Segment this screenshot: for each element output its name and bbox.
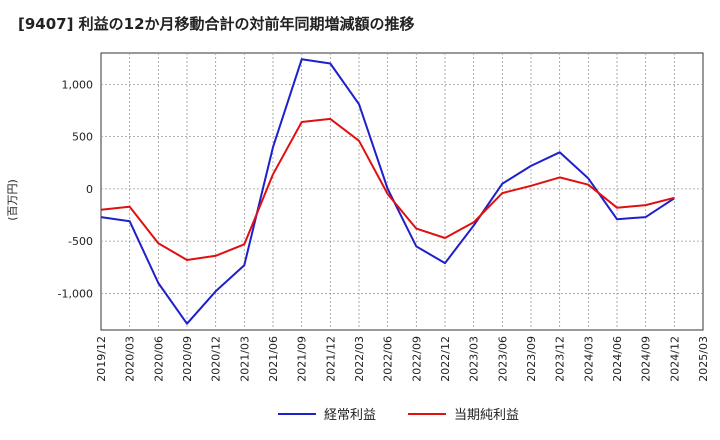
- x-tick-label: 2022/06: [382, 336, 395, 382]
- legend-label-1: 経常利益: [324, 408, 376, 423]
- x-tick-label: 2019/12: [95, 336, 108, 382]
- x-tick-label: 2021/12: [324, 336, 337, 382]
- y-tick-label: 500: [72, 131, 93, 144]
- y-tick-label: 0: [86, 183, 93, 196]
- y-tick-label: 1,000: [62, 78, 94, 91]
- x-tick-label: 2022/12: [439, 336, 452, 382]
- x-tick-label: 2025/03: [697, 336, 710, 382]
- x-tick-label: 2022/09: [410, 336, 423, 382]
- legend-label-2: 当期純利益: [454, 408, 519, 423]
- x-tick-label: 2020/03: [124, 336, 137, 382]
- x-tick-label: 2022/03: [353, 336, 366, 382]
- plot-area: [100, 52, 704, 331]
- x-tick-label: 2020/12: [210, 336, 223, 382]
- x-tick-label: 2024/09: [640, 336, 653, 382]
- x-tick-label: 2023/06: [496, 336, 509, 382]
- series-line-1: [100, 58, 675, 325]
- chart-title: [9407] 利益の12か月移動合計の対前年同期増減額の推移: [18, 15, 415, 33]
- x-tick-label: 2020/09: [181, 336, 194, 382]
- x-tick-label: 2021/09: [296, 336, 309, 382]
- x-tick-label: 2021/06: [267, 336, 280, 382]
- x-tick-label: 2021/03: [238, 336, 251, 382]
- x-tick-label: 2024/03: [582, 336, 595, 382]
- x-tick-label: 2023/12: [554, 336, 567, 382]
- x-tick-label: 2023/03: [468, 336, 481, 382]
- y-tick-label: -500: [68, 235, 93, 248]
- x-tick-label: 2024/12: [668, 336, 681, 382]
- x-tick-label: 2024/06: [611, 336, 624, 382]
- x-tick-label: 2020/06: [152, 336, 165, 382]
- y-tick-label: -1,000: [58, 287, 93, 300]
- x-tick-label: 2023/09: [525, 336, 538, 382]
- series-line-2: [100, 117, 675, 261]
